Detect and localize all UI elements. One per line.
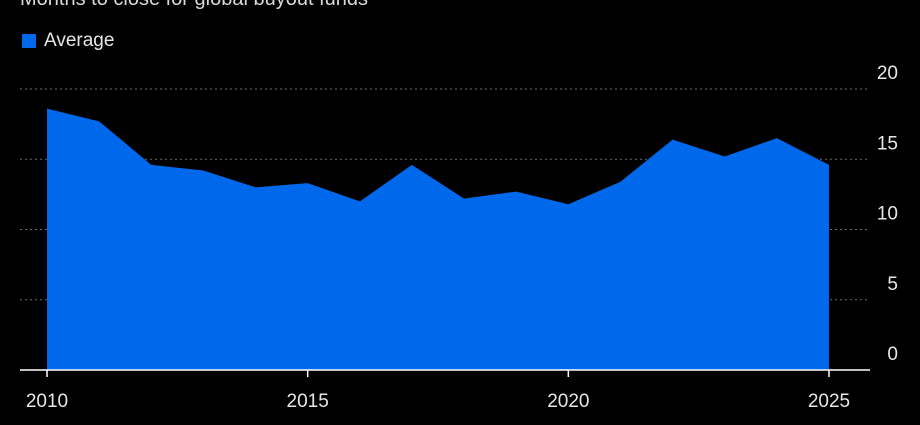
x-tick-label-2010: 2010 (26, 391, 68, 412)
y-tick-label-10: 10 (877, 204, 898, 225)
y-axis-tick-labels: 0 5 10 15 20 (877, 63, 898, 365)
legend-label-average: Average (44, 30, 115, 51)
x-tick-label-2025: 2025 (808, 391, 850, 412)
y-tick-label-0: 0 (887, 344, 898, 365)
x-axis-tick-labels: 2010 2015 2020 2025 (26, 391, 850, 412)
y-tick-label-20: 20 (877, 63, 898, 84)
y-tick-label-5: 5 (887, 274, 898, 295)
chart-subtitle: Months to close for global buyout funds (20, 0, 368, 11)
area-series (47, 108, 829, 371)
y-tick-label-15: 15 (877, 133, 898, 154)
chart-legend: Average (22, 30, 114, 52)
x-tick-label-2015: 2015 (287, 391, 329, 412)
x-axis (20, 369, 870, 377)
legend-swatch-average (22, 34, 36, 48)
area-average (47, 108, 829, 371)
x-tick-label-2020: 2020 (547, 391, 589, 412)
